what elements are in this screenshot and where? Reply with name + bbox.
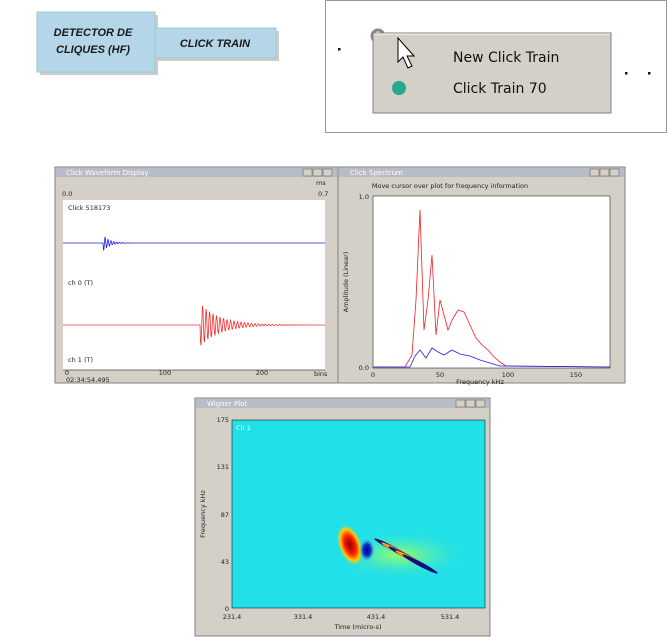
plot-area — [63, 200, 325, 370]
y-tick-label: 0.0 — [359, 364, 369, 372]
click-train-label: CLICK TRAIN — [180, 38, 251, 50]
x-tick-label: 331.4 — [294, 613, 313, 621]
detector-box — [37, 12, 155, 72]
y-tick-label: 0 — [225, 605, 229, 613]
window-title: Wigner Plot — [207, 400, 247, 408]
window-button[interactable] — [590, 169, 599, 176]
axis-label: Time (micro-s) — [333, 623, 381, 631]
window-button[interactable] — [476, 400, 485, 407]
y-tick-label: 87 — [221, 511, 229, 519]
menu-item[interactable]: Click Train 70 — [453, 81, 547, 97]
window-button[interactable] — [610, 169, 619, 176]
x-tick-label: 0 — [371, 371, 375, 379]
channel-label: ch 1 (T) — [68, 356, 93, 364]
axis-label: Frequency kHz — [456, 378, 504, 386]
time-label: 0.7 — [318, 190, 328, 198]
menu-item[interactable]: New Click Train — [453, 50, 559, 66]
plot-area — [373, 196, 610, 368]
axis-label: Frequency kHz — [199, 490, 207, 538]
x-tick-label: 531.4 — [441, 613, 460, 621]
window-title: Click Waveform Display — [66, 169, 148, 177]
dot — [338, 48, 341, 51]
click-label: Click 518173 — [68, 204, 110, 212]
x-tick-label: 200 — [256, 369, 268, 377]
unit-label: ms — [316, 179, 326, 187]
x-tick-label: 50 — [436, 371, 444, 379]
y-tick-label: 1.0 — [359, 193, 369, 201]
dot — [625, 72, 628, 75]
window-button[interactable] — [466, 400, 475, 407]
x-tick-label: 100 — [159, 369, 171, 377]
detector-label: DETECTOR DE — [54, 27, 133, 39]
window-button[interactable] — [323, 169, 332, 176]
y-tick-label: 131 — [217, 463, 229, 471]
hint: Move cursor over plot for frequency info… — [372, 182, 528, 190]
axis-label: Amplitude (Linear) — [342, 252, 350, 313]
x-tick-label: 150 — [570, 371, 582, 379]
x-tick-label: 231.4 — [223, 613, 242, 621]
energy — [359, 538, 375, 562]
detector-label: CLIQUES (HF) — [56, 44, 130, 56]
channel-label: Ch 1 — [236, 424, 251, 432]
screenshot: DETECTOR DE CLIQUES (HF) CLICK TRAIN New… — [0, 0, 670, 637]
context-menu — [373, 33, 611, 113]
window-button[interactable] — [303, 169, 312, 176]
window-button[interactable] — [456, 400, 465, 407]
y-tick-label: 43 — [221, 558, 229, 566]
time-label: 0.0 — [62, 190, 72, 198]
channel-label: ch 0 (T) — [68, 279, 93, 287]
x-tick-label: 431.4 — [367, 613, 386, 621]
train-dot — [392, 81, 406, 95]
window-button[interactable] — [600, 169, 609, 176]
window-button[interactable] — [313, 169, 322, 176]
window-title: Click Spectrum — [350, 169, 403, 177]
plot-area — [232, 420, 485, 608]
timestamp: 02:34:54.495 — [66, 376, 110, 384]
y-tick-label: 175 — [217, 416, 229, 424]
unit-label: bins — [314, 370, 328, 378]
dot — [648, 72, 651, 75]
